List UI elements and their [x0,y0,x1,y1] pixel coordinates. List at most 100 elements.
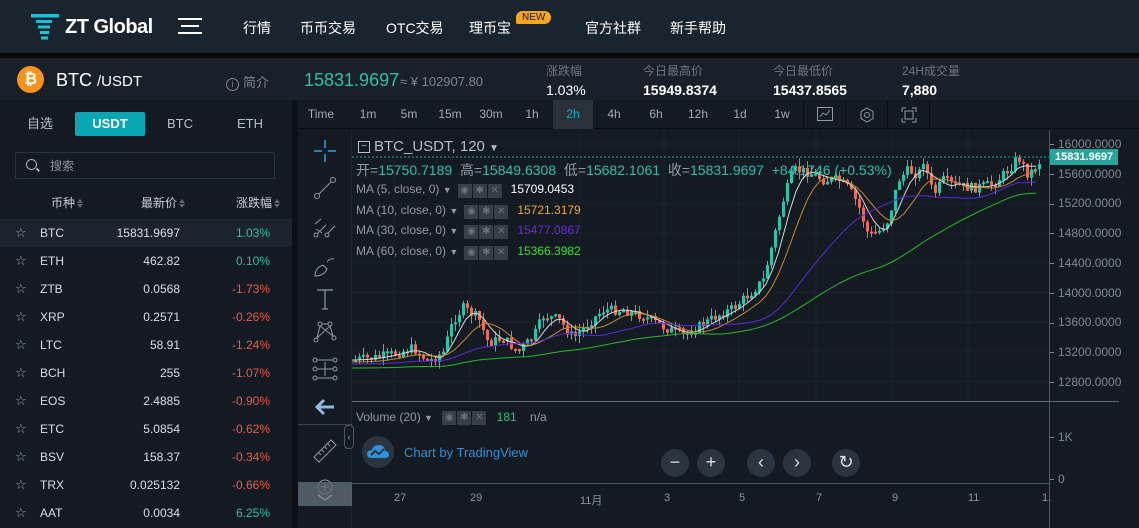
pattern-icon[interactable] [312,319,338,345]
visibility-icon[interactable]: ◉ [457,184,472,198]
study-legend-ma[interactable]: MA (5, close, 0) ▼ ◉ ✱ ✕ 15709.0453 [356,182,574,198]
chevron-down-icon[interactable]: ▼ [489,143,499,154]
market-row[interactable]: ☆ ETH 462.82 0.10% [0,247,292,275]
star-icon[interactable]: ☆ [15,281,27,296]
close-icon[interactable]: ✕ [487,184,502,198]
interval-1w[interactable]: 1w [774,107,790,121]
star-icon[interactable]: ☆ [15,477,27,492]
brand-logo[interactable]: ZT Global [31,13,153,41]
visibility-icon[interactable]: ◉ [442,410,457,425]
close-icon[interactable]: ✕ [472,410,487,425]
chevron-down-icon[interactable]: ▼ [424,413,433,423]
nav-market[interactable]: 行情 [243,20,271,36]
market-row[interactable]: ☆ BTC 15831.9697 1.03% [0,219,292,247]
visibility-icon[interactable]: ◉ [464,245,479,260]
star-icon[interactable]: ☆ [15,337,27,352]
settings-icon[interactable]: ✱ [479,245,494,260]
star-icon[interactable]: ☆ [15,225,27,240]
nav-community[interactable]: 官方社群 [585,20,641,36]
tab-favorites[interactable]: 自选 [26,116,53,131]
study-legend-ma[interactable]: MA (10, close, 0) ▼ ◉ ✱ ✕ 15721.3179 [356,203,581,219]
interval-time[interactable]: Time [307,107,335,121]
market-row[interactable]: ☆ ETC 5.0854 -0.62% [0,415,292,443]
market-row[interactable]: ☆ TRX 0.025132 -0.66% [0,471,292,499]
sort-by-symbol[interactable]: 币种 [51,194,84,211]
nav-spot-trading[interactable]: 币币交易 [300,20,356,36]
trendline-icon[interactable] [312,175,338,201]
intro-link[interactable]: i 简介 [226,72,269,91]
interval-2h[interactable]: 2h [553,100,593,129]
star-icon[interactable]: ☆ [15,253,27,268]
tab-btc[interactable]: BTC [167,116,193,131]
brush-icon[interactable] [312,252,338,278]
crosshair-icon[interactable] [312,138,338,164]
interval-1m[interactable]: 1m [359,107,377,121]
study-legend-ma[interactable]: MA (60, close, 0) ▼ ◉ ✱ ✕ 15366.3982 [356,244,581,260]
interval-6h[interactable]: 6h [649,107,663,121]
price-axis[interactable]: 16000.0000 15600.0000 15200.0000 14800.0000… [1049,130,1139,528]
sort-by-price[interactable]: 最新价 [141,194,186,211]
interval-15m[interactable]: 15m [438,107,462,121]
nav-otc-trading[interactable]: OTC交易 [386,20,444,36]
volume-legend[interactable]: Volume (20) ▼ ◉ ✱ ✕ 181 n/a [356,410,547,425]
tradingview-watermark[interactable]: Chart by TradingView [362,436,528,468]
candlestick-plot[interactable] [352,130,1049,400]
market-row[interactable]: ☆ BSV 158.37 -0.34% [0,443,292,471]
market-row[interactable]: ☆ BCH 255 -1.07% [0,359,292,387]
back-arrow-icon[interactable] [312,394,338,420]
scroll-right-button[interactable]: › [783,449,811,477]
market-row[interactable]: ☆ ZTB 0.0568 -1.73% [0,275,292,303]
time-axis[interactable] [352,483,1049,484]
star-icon[interactable]: ☆ [15,421,27,436]
text-icon[interactable] [312,286,338,312]
measure-icon[interactable] [312,356,338,382]
interval-1d[interactable]: 1d [733,107,747,121]
study-legend-ma[interactable]: MA (30, close, 0) ▼ ◉ ✱ ✕ 15477.0867 [356,223,581,239]
nav-wealth[interactable]: 理币宝 [469,20,511,36]
interval-30m[interactable]: 30m [479,107,503,121]
collapse-legend-icon[interactable]: − [358,141,370,154]
market-row[interactable]: ☆ XRP 0.2571 -0.26% [0,303,292,331]
zoom-tool-highlight[interactable] [298,482,352,506]
market-row[interactable]: ☆ EOS 2.4885 -0.90% [0,387,292,415]
settings-icon[interactable]: ✱ [479,225,494,239]
chevron-down-icon[interactable]: ▼ [442,185,452,196]
collapse-toolbar-handle[interactable]: ‹ [344,425,354,449]
chevron-down-icon[interactable]: ▼ [449,205,459,216]
search-input[interactable] [50,157,260,175]
indicators-icon[interactable] [803,100,845,129]
pitchfork-icon[interactable] [312,215,338,241]
chevron-down-icon[interactable]: ▼ [449,226,459,237]
sidebar-scrollbar[interactable] [292,100,298,528]
ruler-icon[interactable] [312,438,338,464]
interval-12h[interactable]: 12h [687,107,709,121]
scroll-left-button[interactable]: ‹ [747,449,775,477]
settings-icon[interactable]: ✱ [479,204,494,219]
symbol-legend[interactable]: − BTC_USDT, 120 ▼ [358,138,499,155]
interval-4h[interactable]: 4h [607,107,621,121]
interval-5m[interactable]: 5m [400,107,418,121]
close-icon[interactable]: ✕ [494,225,509,239]
reset-chart-button[interactable]: ↻ [832,449,860,477]
zoom-in-button[interactable]: + [697,449,725,477]
star-icon[interactable]: ☆ [15,365,27,380]
nav-help[interactable]: 新手帮助 [670,20,726,36]
pane-separator[interactable] [352,401,1049,402]
star-icon[interactable]: ☆ [15,449,27,464]
star-icon[interactable]: ☆ [15,309,27,324]
fullscreen-icon[interactable] [887,100,929,129]
settings-icon[interactable] [845,100,887,129]
star-icon[interactable]: ☆ [15,393,27,408]
visibility-icon[interactable]: ◉ [464,204,479,219]
tab-usdt[interactable]: USDT [75,112,145,136]
settings-icon[interactable]: ✱ [457,410,472,425]
close-icon[interactable]: ✕ [494,204,509,219]
close-icon[interactable]: ✕ [494,245,509,260]
sort-by-change[interactable]: 涨跌幅 [236,194,281,211]
tab-eth[interactable]: ETH [237,116,263,131]
settings-icon[interactable]: ✱ [472,184,487,198]
hamburger-menu-icon[interactable] [178,18,202,34]
chevron-down-icon[interactable]: ▼ [449,246,459,257]
star-icon[interactable]: ☆ [15,505,27,520]
visibility-icon[interactable]: ◉ [464,225,479,239]
